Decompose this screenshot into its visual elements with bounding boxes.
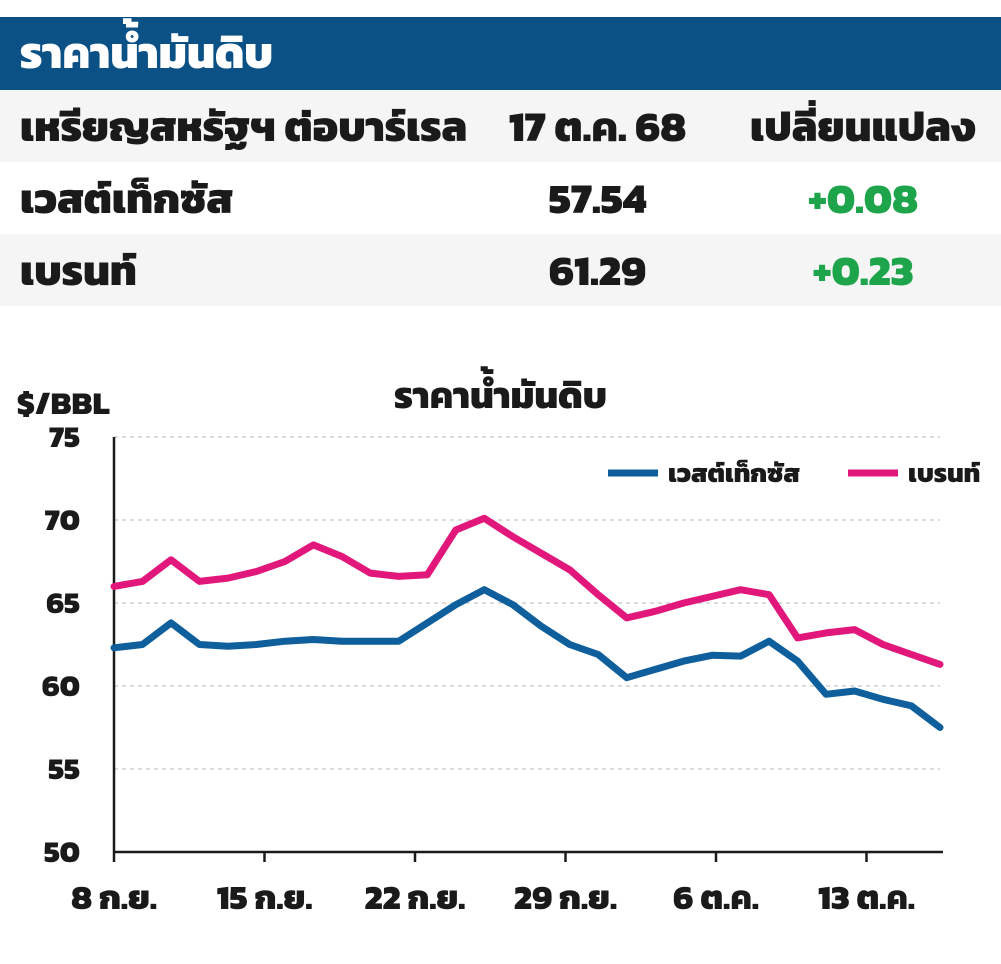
svg-text:55: 55 — [48, 746, 80, 791]
svg-text:65: 65 — [46, 580, 80, 625]
svg-text:29 ก.ย.: 29 ก.ย. — [514, 873, 617, 923]
svg-text:เบรนท์: เบรนท์ — [908, 454, 980, 493]
svg-text:50: 50 — [44, 829, 80, 874]
svg-text:70: 70 — [45, 497, 80, 542]
svg-text:เวสต์เท็กซัส: เวสต์เท็กซัส — [668, 454, 800, 493]
svg-text:13 ต.ค.: 13 ต.ค. — [818, 873, 915, 923]
svg-text:15 ก.ย.: 15 ก.ย. — [217, 873, 313, 923]
svg-text:8 ก.ย.: 8 ก.ย. — [71, 873, 157, 923]
svg-text:22 ก.ย.: 22 ก.ย. — [365, 873, 466, 923]
svg-text:60: 60 — [42, 663, 80, 708]
svg-text:6 ต.ค.: 6 ต.ค. — [673, 873, 759, 923]
